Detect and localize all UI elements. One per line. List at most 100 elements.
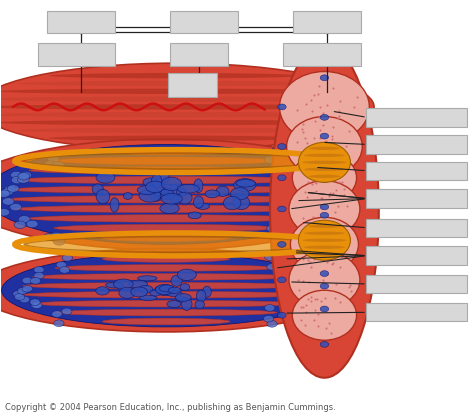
Ellipse shape bbox=[319, 195, 331, 202]
Ellipse shape bbox=[267, 264, 277, 270]
Ellipse shape bbox=[216, 186, 229, 196]
Ellipse shape bbox=[138, 285, 153, 293]
Ellipse shape bbox=[139, 189, 161, 202]
Ellipse shape bbox=[14, 221, 26, 229]
Ellipse shape bbox=[321, 197, 333, 205]
Ellipse shape bbox=[23, 283, 310, 289]
Ellipse shape bbox=[18, 176, 29, 184]
Ellipse shape bbox=[0, 104, 368, 110]
Ellipse shape bbox=[291, 306, 301, 313]
Ellipse shape bbox=[310, 175, 322, 182]
Ellipse shape bbox=[264, 305, 275, 311]
Ellipse shape bbox=[0, 139, 372, 250]
Ellipse shape bbox=[96, 189, 110, 204]
Ellipse shape bbox=[316, 174, 328, 182]
Ellipse shape bbox=[34, 266, 44, 273]
Ellipse shape bbox=[33, 300, 300, 307]
Ellipse shape bbox=[322, 201, 334, 209]
Ellipse shape bbox=[180, 284, 190, 291]
Ellipse shape bbox=[304, 154, 345, 157]
Ellipse shape bbox=[264, 316, 274, 322]
Ellipse shape bbox=[313, 206, 325, 214]
Ellipse shape bbox=[8, 196, 325, 203]
Ellipse shape bbox=[123, 193, 132, 199]
Ellipse shape bbox=[2, 198, 14, 205]
Ellipse shape bbox=[137, 276, 157, 281]
Ellipse shape bbox=[298, 298, 308, 304]
Ellipse shape bbox=[302, 161, 346, 164]
Ellipse shape bbox=[55, 309, 277, 316]
Ellipse shape bbox=[301, 221, 313, 229]
Ellipse shape bbox=[119, 287, 135, 298]
Ellipse shape bbox=[278, 242, 286, 247]
Ellipse shape bbox=[182, 298, 192, 310]
Ellipse shape bbox=[14, 176, 318, 184]
Ellipse shape bbox=[62, 308, 72, 315]
Text: Copyright © 2004 Pearson Education, Inc., publishing as Benjamin Cummings.: Copyright © 2004 Pearson Education, Inc.… bbox=[5, 403, 336, 412]
Ellipse shape bbox=[320, 133, 328, 139]
Ellipse shape bbox=[280, 71, 369, 143]
Ellipse shape bbox=[302, 239, 346, 242]
Ellipse shape bbox=[264, 156, 276, 163]
Ellipse shape bbox=[296, 306, 306, 313]
Ellipse shape bbox=[310, 286, 321, 293]
Ellipse shape bbox=[320, 248, 328, 254]
FancyBboxPatch shape bbox=[366, 161, 467, 180]
Ellipse shape bbox=[196, 203, 210, 209]
Ellipse shape bbox=[18, 288, 28, 294]
Ellipse shape bbox=[230, 188, 249, 200]
Ellipse shape bbox=[295, 207, 307, 215]
Ellipse shape bbox=[150, 290, 161, 296]
Ellipse shape bbox=[31, 302, 41, 308]
FancyBboxPatch shape bbox=[170, 43, 228, 66]
Ellipse shape bbox=[177, 184, 200, 193]
Ellipse shape bbox=[278, 312, 286, 318]
Ellipse shape bbox=[223, 196, 241, 210]
FancyBboxPatch shape bbox=[167, 73, 217, 97]
Ellipse shape bbox=[292, 153, 356, 203]
Ellipse shape bbox=[320, 115, 328, 120]
Ellipse shape bbox=[304, 168, 345, 171]
Ellipse shape bbox=[304, 246, 345, 249]
Ellipse shape bbox=[0, 97, 365, 102]
Ellipse shape bbox=[169, 184, 179, 198]
Ellipse shape bbox=[309, 252, 340, 256]
Ellipse shape bbox=[44, 233, 55, 241]
Ellipse shape bbox=[320, 75, 328, 81]
Ellipse shape bbox=[177, 188, 186, 196]
Ellipse shape bbox=[278, 104, 286, 110]
Ellipse shape bbox=[24, 153, 327, 169]
Ellipse shape bbox=[298, 161, 310, 168]
Ellipse shape bbox=[166, 291, 182, 296]
Ellipse shape bbox=[19, 296, 29, 303]
Ellipse shape bbox=[299, 143, 350, 182]
Ellipse shape bbox=[18, 173, 30, 180]
Ellipse shape bbox=[320, 212, 328, 218]
Ellipse shape bbox=[320, 146, 328, 151]
Ellipse shape bbox=[188, 212, 201, 219]
Ellipse shape bbox=[50, 232, 62, 240]
Ellipse shape bbox=[310, 295, 320, 301]
Ellipse shape bbox=[154, 191, 171, 199]
Ellipse shape bbox=[56, 262, 66, 268]
Ellipse shape bbox=[52, 311, 62, 317]
Ellipse shape bbox=[236, 179, 255, 187]
Ellipse shape bbox=[154, 187, 172, 197]
Ellipse shape bbox=[309, 147, 340, 150]
Ellipse shape bbox=[49, 135, 302, 141]
Ellipse shape bbox=[320, 177, 328, 183]
Ellipse shape bbox=[308, 290, 318, 296]
Ellipse shape bbox=[272, 146, 284, 153]
Ellipse shape bbox=[22, 277, 32, 284]
Ellipse shape bbox=[297, 268, 308, 274]
Ellipse shape bbox=[0, 209, 9, 216]
Ellipse shape bbox=[302, 171, 314, 179]
Ellipse shape bbox=[0, 249, 355, 332]
Ellipse shape bbox=[0, 120, 354, 125]
FancyBboxPatch shape bbox=[366, 303, 467, 321]
Ellipse shape bbox=[177, 269, 196, 280]
Ellipse shape bbox=[30, 278, 41, 284]
Ellipse shape bbox=[161, 194, 182, 204]
Ellipse shape bbox=[278, 175, 286, 181]
Ellipse shape bbox=[276, 220, 288, 228]
